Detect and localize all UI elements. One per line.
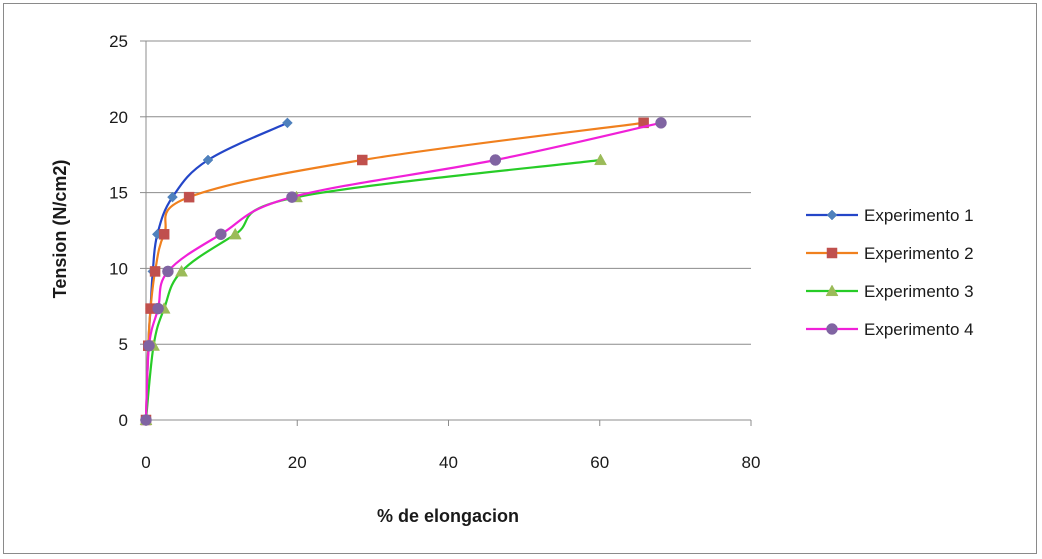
data-point-s1-5 — [167, 191, 178, 203]
legend-marker-4 — [826, 323, 838, 335]
data-point-s2-6 — [357, 154, 368, 166]
y-tick-label-5: 25 — [109, 32, 128, 51]
legend-label-1: Experimento 1 — [864, 206, 974, 225]
series-group — [139, 117, 667, 426]
y-tick-label-2: 10 — [109, 259, 128, 278]
data-point-s4-6 — [489, 154, 502, 166]
data-point-s4-0 — [140, 414, 152, 426]
x-tick-label-4: 80 — [742, 453, 761, 472]
legend-marker-2 — [826, 247, 838, 259]
y-axis-title: Tension (N/cm2) — [50, 160, 70, 299]
y-tick-label-1: 5 — [119, 335, 128, 354]
data-point-s3-3 — [175, 264, 188, 277]
y-tick-label-4: 20 — [109, 108, 128, 127]
data-point-s4-2 — [152, 302, 164, 315]
legend: Experimento 1 Experimento 2 Experimento 3 E… — [806, 206, 974, 339]
legend-marker-1 — [826, 209, 838, 221]
x-tick-labels: 0 20 40 60 80 — [141, 453, 760, 472]
legend-label-3: Experimento 3 — [864, 282, 974, 301]
legend-label-2: Experimento 2 — [864, 244, 974, 263]
series-line-3 — [144, 158, 601, 421]
data-point-s4-1 — [143, 339, 155, 352]
data-point-s4-7 — [655, 117, 667, 129]
data-point-s4-3 — [162, 265, 174, 278]
legend-item-4: Experimento 4 — [806, 320, 974, 339]
series-line-4 — [144, 121, 662, 421]
x-tick-label-1: 20 — [288, 453, 307, 472]
x-tick-label-0: 0 — [141, 453, 150, 472]
legend-label-4: Experimento 4 — [864, 320, 974, 339]
gridlines — [140, 40, 752, 426]
data-point-s1-6 — [202, 154, 214, 166]
data-point-s2-4 — [158, 229, 170, 240]
data-point-s2-3 — [149, 266, 161, 277]
series-line-2 — [144, 121, 644, 421]
y-tick-labels: 0 5 10 15 20 25 — [109, 32, 128, 430]
data-point-s1-7 — [282, 117, 293, 129]
legend-item-3: Experimento 3 — [806, 282, 974, 301]
legend-marker-3 — [825, 284, 839, 297]
x-axis-title: % de elongacion — [377, 506, 519, 526]
x-tick-label-2: 40 — [439, 453, 458, 472]
series-3 — [139, 153, 607, 426]
data-point-s3-6 — [594, 153, 607, 166]
x-tick-label-3: 60 — [590, 453, 609, 472]
y-tick-label-3: 15 — [109, 184, 128, 203]
data-point-s3-4 — [228, 227, 242, 240]
series-4 — [140, 117, 667, 426]
axes — [145, 41, 751, 421]
data-point-s4-4 — [215, 228, 227, 241]
y-tick-label-0: 0 — [119, 411, 128, 430]
legend-item-2: Experimento 2 — [806, 244, 974, 263]
data-point-s2-5 — [183, 191, 195, 203]
legend-item-1: Experimento 1 — [806, 206, 974, 225]
data-point-s4-5 — [286, 191, 298, 203]
